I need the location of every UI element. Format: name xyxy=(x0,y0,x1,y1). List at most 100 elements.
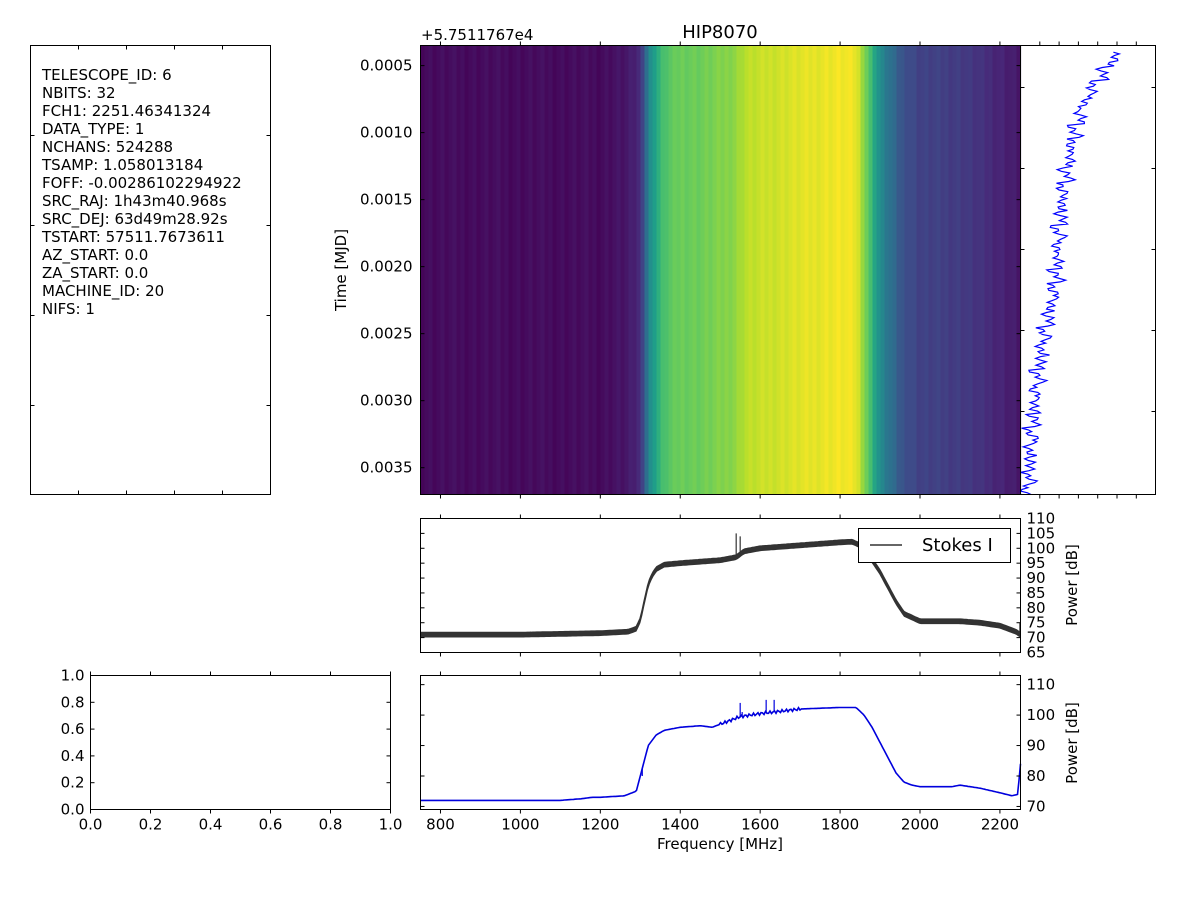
waterfall-column xyxy=(744,45,750,495)
waterfall-column xyxy=(544,45,550,495)
waterfall-y-tick-label: 0.0015 xyxy=(360,191,413,209)
waterfall-column xyxy=(488,45,494,495)
waterfall-column xyxy=(708,45,714,495)
waterfall-column xyxy=(672,45,678,495)
waterfall-column xyxy=(500,45,506,495)
waterfall-y-tick-label: 0.0010 xyxy=(360,124,413,142)
waterfall-column xyxy=(800,45,806,495)
waterfall-column xyxy=(824,45,830,495)
empty-x-tick-label: 0.4 xyxy=(199,816,223,834)
timeseries-line xyxy=(1019,51,1122,496)
header-line: ZA_START: 0.0 xyxy=(42,264,148,283)
waterfall-column xyxy=(932,45,938,495)
waterfall-column xyxy=(456,45,462,495)
waterfall-column xyxy=(508,45,514,495)
waterfall-column xyxy=(428,45,434,495)
waterfall-column xyxy=(440,45,446,495)
empty-y-tick-label: 0.0 xyxy=(61,801,85,819)
bandpass-x-tick-label: 800 xyxy=(426,816,455,834)
bandpass-y-tick-label: 70 xyxy=(1027,797,1046,815)
empty-y-tick-label: 0.4 xyxy=(61,747,85,765)
waterfall-column xyxy=(872,45,878,495)
waterfall-column xyxy=(612,45,618,495)
waterfall-column xyxy=(576,45,582,495)
waterfall-y-tick-label: 0.0030 xyxy=(360,392,413,410)
waterfall-column xyxy=(896,45,902,495)
waterfall-column xyxy=(996,45,1002,495)
waterfall-title: HIP8070 xyxy=(682,22,758,43)
waterfall-column xyxy=(1016,45,1022,495)
waterfall-column xyxy=(860,45,866,495)
waterfall-column xyxy=(464,45,470,495)
header-line: FOFF: -0.00286102294922 xyxy=(42,174,242,192)
waterfall-column xyxy=(624,45,630,495)
empty-y-tick-label: 0.2 xyxy=(61,774,85,792)
waterfall-column xyxy=(752,45,758,495)
waterfall-column xyxy=(704,45,710,495)
spectrum-y-tick-label: 100 xyxy=(1027,539,1056,557)
waterfall-column xyxy=(928,45,934,495)
waterfall-column xyxy=(820,45,826,495)
waterfall-column xyxy=(916,45,922,495)
waterfall-column xyxy=(664,45,670,495)
empty-x-tick-label: 1.0 xyxy=(379,816,403,834)
spectrum-y-tick-label: 70 xyxy=(1027,629,1046,647)
waterfall-column xyxy=(740,45,746,495)
waterfall-column xyxy=(736,45,742,495)
empty-x-tick-label: 0.6 xyxy=(259,816,283,834)
waterfall-column xyxy=(620,45,626,495)
waterfall-column xyxy=(728,45,734,495)
waterfall-column xyxy=(948,45,954,495)
bandpass-y-tick-label: 90 xyxy=(1027,737,1046,755)
waterfall-column xyxy=(972,45,978,495)
empty-frame xyxy=(90,675,391,810)
waterfall-column xyxy=(432,45,438,495)
waterfall-column xyxy=(968,45,974,495)
waterfall-column xyxy=(952,45,958,495)
header-line: DATA_TYPE: 1 xyxy=(42,120,144,139)
waterfall-column xyxy=(984,45,990,495)
spectrum-y-tick-label: 90 xyxy=(1027,569,1046,587)
waterfall-column xyxy=(436,45,442,495)
waterfall-column xyxy=(512,45,518,495)
waterfall-column xyxy=(640,45,646,495)
bandpass-ylabel: Power [dB] xyxy=(1063,702,1081,784)
empty-x-tick-label: 0.8 xyxy=(319,816,343,834)
waterfall-column xyxy=(912,45,918,495)
waterfall-column xyxy=(908,45,914,495)
waterfall-column xyxy=(696,45,702,495)
bandpass-x-tick-label: 1200 xyxy=(581,816,619,834)
waterfall-heatmap xyxy=(420,45,1022,495)
waterfall-column xyxy=(876,45,882,495)
waterfall-column xyxy=(1000,45,1006,495)
spectrum-frame xyxy=(420,518,1021,653)
waterfall-column xyxy=(420,45,426,495)
waterfall-plot: HIP8070 +5.7511767e4 0.00050.00100.00150… xyxy=(332,22,1022,499)
spectrum-ylabel: Power [dB] xyxy=(1063,544,1081,626)
legend-label: Stokes I xyxy=(922,535,993,556)
bandpass-x-tick-label: 1600 xyxy=(741,816,779,834)
bandpass-x-tick-label: 1800 xyxy=(821,816,859,834)
waterfall-column xyxy=(528,45,534,495)
waterfall-column xyxy=(856,45,862,495)
waterfall-column xyxy=(572,45,578,495)
waterfall-column xyxy=(688,45,694,495)
waterfall-column xyxy=(424,45,430,495)
waterfall-column xyxy=(840,45,846,495)
waterfall-column xyxy=(1004,45,1010,495)
waterfall-column xyxy=(644,45,650,495)
spectrum-y-tick-label: 80 xyxy=(1027,599,1046,617)
waterfall-column xyxy=(1012,45,1018,495)
waterfall-column xyxy=(868,45,874,495)
waterfall-column xyxy=(584,45,590,495)
waterfall-column xyxy=(756,45,762,495)
waterfall-column xyxy=(976,45,982,495)
waterfall-column xyxy=(588,45,594,495)
header-line: NIFS: 1 xyxy=(42,300,95,318)
bandpass-y-tick-label: 100 xyxy=(1027,706,1056,724)
waterfall-column xyxy=(556,45,562,495)
waterfall-column xyxy=(476,45,482,495)
waterfall-column xyxy=(920,45,926,495)
waterfall-column xyxy=(680,45,686,495)
